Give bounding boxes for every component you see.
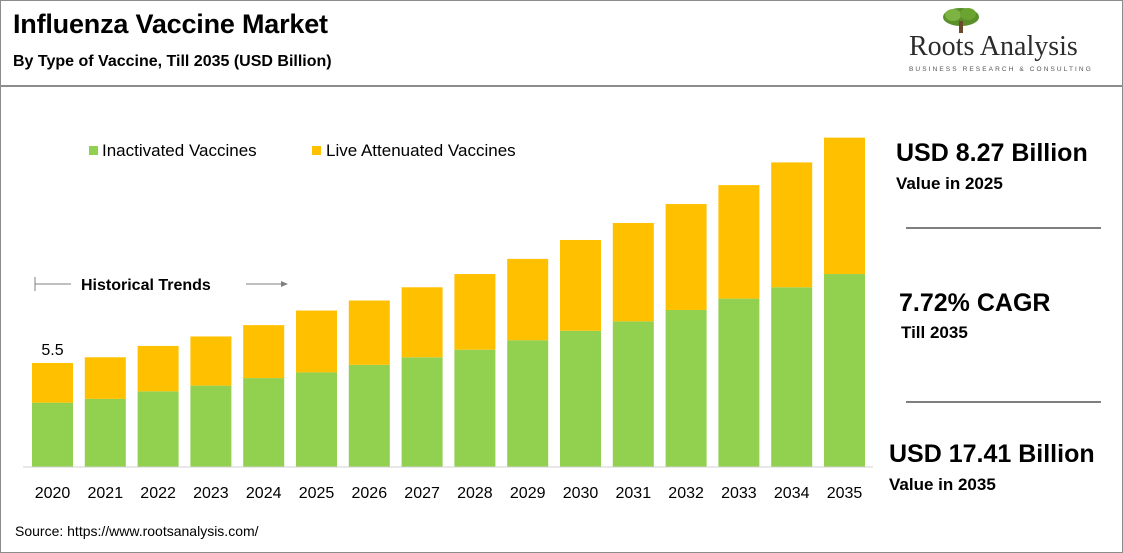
bar-inactivated-2030: [560, 330, 601, 467]
legend-swatch-live-attenuated: [312, 146, 321, 155]
bar-inactivated-2035: [824, 274, 865, 467]
x-tick-2031: 2031: [616, 485, 652, 502]
bar-live-attenuated-2029: [507, 258, 549, 341]
x-tick-2027: 2027: [404, 485, 440, 502]
bar-inactivated-2026: [348, 364, 390, 467]
bar-live-attenuated-2028: [454, 274, 496, 350]
bar-inactivated-2023: [190, 385, 232, 467]
bar-live-attenuated-2035: [824, 137, 865, 275]
bar-live-attenuated-2030: [560, 239, 601, 331]
x-tick-2034: 2034: [774, 485, 810, 502]
bar-live-attenuated-2022: [137, 345, 179, 392]
highlight-label-2035: Value in 2035: [889, 475, 996, 494]
x-tick-2020: 2020: [35, 485, 71, 502]
data-label-2020: 5.5: [41, 342, 63, 359]
x-tick-2024: 2024: [246, 485, 282, 502]
legend-label-live-attenuated: Live Attenuated Vaccines: [326, 141, 516, 160]
bar-inactivated-2020: [32, 402, 73, 467]
x-tick-2021: 2021: [88, 485, 124, 502]
bar-inactivated-2028: [454, 349, 496, 467]
bar-live-attenuated-2025: [296, 310, 337, 373]
x-tick-2033: 2033: [721, 485, 757, 502]
bar-inactivated-2029: [507, 340, 549, 467]
highlight-value-2025: USD 8.27 Billion: [896, 139, 1088, 167]
header-divider: [1, 85, 1122, 87]
bar-live-attenuated-2027: [401, 287, 443, 358]
logo-name: Roots Analysis: [909, 31, 1078, 62]
legend: Inactivated Vaccines Live Attenuated Vac…: [89, 141, 516, 160]
x-tick-2026: 2026: [352, 485, 388, 502]
bar-live-attenuated-2034: [771, 162, 813, 288]
legend-swatch-inactivated: [89, 146, 98, 155]
bar-live-attenuated-2032: [665, 204, 707, 310]
bar-inactivated-2034: [771, 287, 813, 467]
bar-inactivated-2027: [401, 357, 443, 467]
historical-trends-annotation: Historical Trends: [34, 277, 288, 294]
bar-inactivated-2024: [243, 378, 285, 467]
highlight-divider-1: [906, 227, 1101, 229]
x-tick-labels: 2020 2021 2022 2023 2024 2025 2026 2027 2028 2029…: [35, 485, 863, 502]
highlight-value-cagr: 7.72% CAGR: [899, 289, 1051, 317]
x-tick-2023: 2023: [193, 485, 229, 502]
highlight-divider-2: [906, 401, 1101, 403]
x-tick-2025: 2025: [299, 485, 335, 502]
tree-icon: [943, 8, 979, 33]
x-tick-2030: 2030: [563, 485, 599, 502]
page-subtitle: By Type of Vaccine, Till 2035 (USD Billi…: [13, 53, 332, 70]
bar-live-attenuated-2021: [84, 357, 126, 399]
stacked-bar-chart: 5.5 2020 2021 2022 2023 2024 2025 2026 2027 2028…: [23, 137, 873, 502]
bar-inactivated-2032: [665, 309, 707, 467]
page-title: Influenza Vaccine Market: [13, 9, 328, 39]
x-tick-2028: 2028: [457, 485, 493, 502]
roots-analysis-logo: Roots Analysis BUSINESS RESEARCH & CONSU…: [901, 6, 1113, 78]
logo-tagline: BUSINESS RESEARCH & CONSULTING: [909, 66, 1093, 73]
x-tick-2032: 2032: [668, 485, 704, 502]
bar-live-attenuated-2033: [718, 185, 760, 299]
source-note: Source: https://www.rootsanalysis.com/: [15, 523, 259, 539]
bar-live-attenuated-2024: [243, 325, 285, 379]
bar-inactivated-2033: [718, 298, 760, 467]
bar-live-attenuated-2020: [32, 362, 73, 403]
bar-inactivated-2025: [296, 372, 337, 467]
highlight-label-cagr: Till 2035: [901, 323, 968, 342]
highlight-value-2035: USD 17.41 Billion: [889, 440, 1095, 468]
legend-label-inactivated: Inactivated Vaccines: [102, 141, 257, 160]
bar-inactivated-2022: [137, 391, 179, 467]
x-tick-2035: 2035: [827, 485, 863, 502]
x-tick-2029: 2029: [510, 485, 546, 502]
arrow-right-icon: [281, 281, 288, 287]
bars-layer: 5.5: [32, 137, 865, 467]
annotation-text: Historical Trends: [81, 277, 211, 294]
bar-inactivated-2021: [84, 398, 126, 467]
bar-live-attenuated-2023: [190, 336, 232, 386]
bar-inactivated-2031: [612, 321, 654, 467]
bar-live-attenuated-2026: [348, 300, 390, 365]
highlight-label-2025: Value in 2025: [896, 174, 1003, 193]
x-tick-2022: 2022: [140, 485, 176, 502]
bar-live-attenuated-2031: [612, 222, 654, 322]
